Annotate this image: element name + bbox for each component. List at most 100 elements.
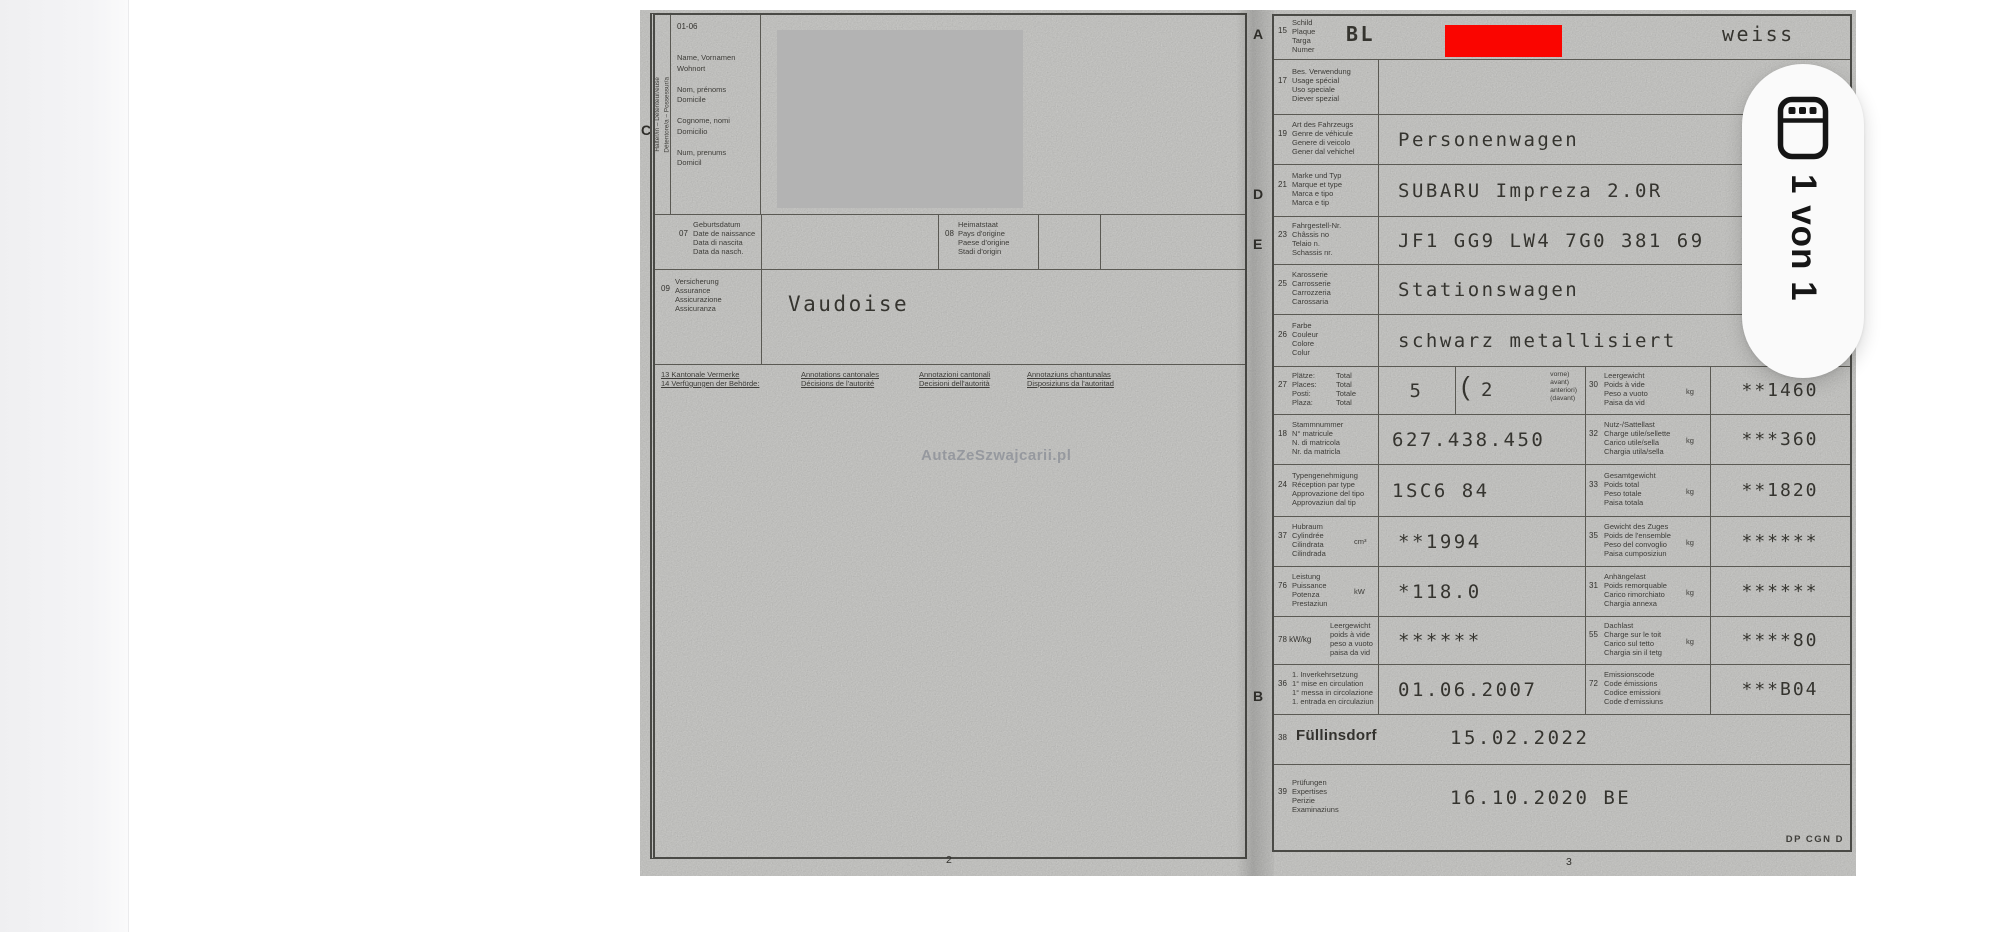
field-15-label: Schild Plaque Targa Numer (1292, 18, 1316, 54)
field-31-unit: kg (1686, 588, 1694, 597)
field-37-label: Hubraum Cylindrée Cilindrata Cilindrada (1292, 522, 1326, 558)
make-type-value: SUBARU Impreza 2.0R (1398, 179, 1663, 202)
train-weight-value: ****** (1741, 531, 1819, 552)
issue-date-value: 15.02.2022 (1450, 727, 1590, 749)
field-33-number: 33 (1589, 480, 1598, 489)
field-26-number: 26 (1278, 330, 1287, 339)
plate-redaction-box (1445, 25, 1562, 57)
watermark: AutaZeSzwajcarii.pl (921, 447, 1072, 464)
row-23-chassis: 23 Fahrgestell-Nr. Châssis no Telaio n. … (1274, 216, 1850, 264)
scanned-document: C Halter/in – Détenteur/euse Détentore/a… (640, 10, 1856, 876)
kw-kg-value: ****** (1398, 629, 1482, 652)
row-24-type-approval: 24 Typengenehmigung Réception par type A… (1274, 464, 1850, 516)
emissions-code-value: ***B04 (1741, 679, 1819, 700)
row-27-seats: 27 Plätze: Places: Posti: Plaza: Total T… (1274, 366, 1850, 414)
field-78-label: Leergewicht poids à vide peso a vuoto pa… (1330, 621, 1373, 657)
row-18-stock-number: 18 Stammnummer N° matricule N. di matric… (1274, 414, 1850, 464)
field-18-label: Stammnummer N° matricule N. di matricola… (1292, 420, 1344, 456)
row-21-make-type: 21 Marke und Typ Marque et type Marca e … (1274, 164, 1850, 216)
field-32-label: Nutz-/Sattellast Charge utile/sellette C… (1604, 420, 1671, 456)
section-letter-b: B (1253, 688, 1264, 704)
field-33-unit: kg (1686, 487, 1694, 496)
viewer-background-strip (0, 0, 129, 932)
field-27-label: Plätze: Places: Posti: Plaza: (1292, 371, 1317, 407)
field-35-label: Gewicht des Zuges Poids de l'ensemble Pe… (1604, 522, 1671, 558)
vehicle-type-value: Personenwagen (1398, 128, 1580, 151)
towing-weight-value: ****** (1741, 581, 1819, 602)
power-value: *118.0 (1398, 580, 1482, 603)
seats-front-value: 2 (1481, 379, 1495, 401)
field-39-number: 39 (1278, 787, 1287, 796)
field-17-number: 17 (1278, 76, 1287, 85)
insurance-value: Vaudoise (788, 292, 910, 316)
field-78-number: 78 kW/kg (1278, 635, 1312, 644)
field-08-number: 08 (945, 229, 954, 238)
section-13-14: 13 Kantonale Vermerke 14 Verfügungen der… (655, 365, 1245, 857)
page-indicator-pill[interactable]: 1 von 1 (1742, 64, 1864, 378)
field-range: 01-06 (677, 22, 698, 31)
field-72-label: Emissionscode Code émissions Codice emis… (1604, 670, 1663, 706)
holder-labels: Name, Vornamen Wohnort Nom, prénoms Domi… (677, 53, 736, 167)
field-39-label: Prüfungen Expertises Perizie Examinaziun… (1292, 778, 1339, 814)
field-30-number: 30 (1589, 380, 1598, 389)
inspection-value: 16.10.2020 BE (1450, 787, 1632, 809)
seats-front-note: vorne) avant) anteriori) (davant) (1550, 371, 1577, 403)
cantonal-notes-col4: Annotaziuns chantunalas Disposiziuns da … (1027, 370, 1114, 388)
field-09-number: 09 (661, 284, 670, 293)
section-letter-c: C (641, 122, 652, 138)
field-07-label: Geburtsdatum Date de naissance Data di n… (693, 220, 756, 256)
field-17-label: Bes. Verwendung Usage spécial Uso specia… (1292, 67, 1351, 103)
field-30-unit: kg (1686, 387, 1694, 396)
stock-number-value: 627.438.450 (1392, 428, 1546, 451)
section-letter-d: D (1253, 186, 1264, 202)
row-17-special-use: 17 Bes. Verwendung Usage spécial Uso spe… (1274, 59, 1850, 114)
row-76-power: 76 Leistung Puissance Potenza Prestaziun… (1274, 566, 1850, 616)
field-76-number: 76 (1278, 581, 1287, 590)
row-78-kw-kg: 78 kW/kg Leergewicht poids à vide peso a… (1274, 616, 1850, 664)
field-19-label: Art des Fahrzeugs Genre de véhicule Gene… (1292, 120, 1355, 156)
field-18-number: 18 (1278, 429, 1287, 438)
field-37-number: 37 (1278, 531, 1287, 540)
field-25-label: Karosserie Carrosserie Carrozzeria Caros… (1292, 270, 1331, 306)
field-15-number: 15 (1278, 26, 1287, 35)
field-36-label: 1. Inverkehrsetzung 1° mise en circulati… (1292, 670, 1374, 706)
field-21-label: Marke und Typ Marque et type Marca e tip… (1292, 171, 1343, 207)
field-76-unit: kW (1354, 587, 1365, 596)
seats-front-cell: ( 2 vorne) avant) anteriori) (davant) (1455, 367, 1585, 414)
seats-total-value: 5 (1409, 379, 1424, 402)
first-registration-value: 01.06.2007 (1398, 678, 1538, 701)
holder-label-cell: 01-06 Name, Vornamen Wohnort Nom, prénom… (670, 15, 761, 215)
field-19-number: 19 (1278, 129, 1287, 138)
cantonal-notes-col3: Annotazioni cantonali Decisioni dell'aut… (919, 370, 991, 388)
field-72-number: 72 (1589, 679, 1598, 688)
row-37-displacement: 37 Hubraum Cylindrée Cilindrata Cilindra… (1274, 516, 1850, 566)
row-38-issue: 38 Füllinsdorf 15.02.2022 (1274, 714, 1850, 764)
cantonal-notes-col1: 13 Kantonale Vermerke 14 Verfügungen der… (661, 370, 760, 388)
field-35-unit: kg (1686, 538, 1694, 547)
chassis-number-value: JF1 GG9 LW4 7G0 381 69 (1398, 229, 1705, 252)
right-page-number: 3 (1566, 856, 1572, 868)
row-09: 09 Versicherung Assurance Assicurazione … (655, 270, 1245, 365)
row-39-inspections: 39 Prüfungen Expertises Perizie Examinaz… (1274, 764, 1850, 850)
field-76-label: Leistung Puissance Potenza Prestaziun (1292, 572, 1328, 608)
plate-canton-value: BL (1346, 22, 1376, 46)
empty-weight-value: **1460 (1741, 380, 1819, 401)
page-indicator-label: 1 von 1 (1784, 174, 1823, 302)
holder-block: Halter/in – Détenteur/euse Détentore/a –… (654, 15, 1245, 215)
field-24-label: Typengenehmigung Réception par type Appr… (1292, 471, 1365, 507)
field-35-number: 35 (1589, 531, 1598, 540)
field-31-label: Anhängelast Poids remorquable Carico rim… (1604, 572, 1667, 608)
cantonal-notes-col2: Annotations cantonales Décisions de l'au… (801, 370, 879, 388)
field-07-number: 07 (679, 229, 688, 238)
field-09-label: Versicherung Assurance Assicurazione Ass… (675, 277, 722, 313)
field-27-label-total: Total Total Totale Total (1336, 371, 1357, 407)
type-approval-value: 1SC6 84 (1392, 479, 1490, 502)
left-page-number: 2 (946, 854, 952, 866)
row-19-vehicle-type: 19 Art des Fahrzeugs Genre de véhicule G… (1274, 114, 1850, 164)
paren-glyph: ( (1461, 371, 1470, 401)
field-33-label: Gesamtgewicht Poids total Peso totale Pa… (1604, 471, 1656, 507)
payload-value: ***360 (1741, 429, 1819, 450)
field-30-label: Leergewicht Poids à vide Peso a vuoto Pa… (1604, 371, 1648, 407)
right-page-table: 15 Schild Plaque Targa Numer BL weiss 17… (1272, 14, 1852, 852)
